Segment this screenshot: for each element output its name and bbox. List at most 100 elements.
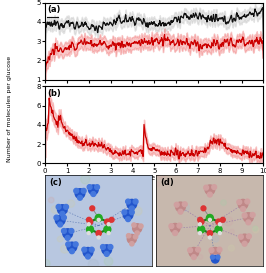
Circle shape xyxy=(104,251,109,256)
Circle shape xyxy=(51,206,59,213)
Circle shape xyxy=(75,189,85,198)
Circle shape xyxy=(127,199,137,209)
Circle shape xyxy=(133,224,142,233)
Circle shape xyxy=(155,182,160,186)
Circle shape xyxy=(208,236,211,239)
Circle shape xyxy=(60,211,65,216)
Circle shape xyxy=(67,200,75,207)
Circle shape xyxy=(89,185,98,195)
Circle shape xyxy=(177,223,182,228)
Circle shape xyxy=(126,217,131,222)
Circle shape xyxy=(207,192,212,197)
Circle shape xyxy=(95,185,99,189)
Circle shape xyxy=(78,195,82,200)
Circle shape xyxy=(135,231,139,235)
Circle shape xyxy=(188,248,193,253)
Circle shape xyxy=(205,185,215,195)
Circle shape xyxy=(130,210,134,215)
Circle shape xyxy=(198,217,202,222)
Circle shape xyxy=(212,185,217,189)
Circle shape xyxy=(206,215,213,221)
X-axis label: Time (ns): Time (ns) xyxy=(138,175,171,182)
Circle shape xyxy=(176,202,185,212)
Circle shape xyxy=(105,219,110,224)
Circle shape xyxy=(224,217,233,226)
Circle shape xyxy=(48,197,54,203)
Circle shape xyxy=(104,257,113,266)
Circle shape xyxy=(216,219,221,224)
Circle shape xyxy=(139,224,143,228)
Circle shape xyxy=(95,215,102,221)
Circle shape xyxy=(122,210,127,215)
Circle shape xyxy=(109,217,114,222)
Circle shape xyxy=(104,226,111,233)
Circle shape xyxy=(90,206,95,211)
Text: Number of molecules per glucose: Number of molecules per glucose xyxy=(7,56,12,162)
Circle shape xyxy=(158,172,165,179)
Circle shape xyxy=(218,232,221,235)
Circle shape xyxy=(134,207,142,215)
Circle shape xyxy=(130,242,134,246)
Circle shape xyxy=(97,236,100,239)
Circle shape xyxy=(245,199,250,204)
Circle shape xyxy=(237,200,242,204)
Circle shape xyxy=(54,215,59,220)
Circle shape xyxy=(108,245,113,249)
Circle shape xyxy=(81,175,90,184)
Circle shape xyxy=(242,213,247,218)
Circle shape xyxy=(130,206,134,211)
Circle shape xyxy=(213,255,218,260)
Circle shape xyxy=(69,249,74,254)
Circle shape xyxy=(201,206,206,211)
Circle shape xyxy=(73,242,78,247)
Circle shape xyxy=(246,220,251,225)
Text: (b): (b) xyxy=(47,89,61,98)
Circle shape xyxy=(218,223,221,226)
Circle shape xyxy=(57,205,67,214)
Circle shape xyxy=(209,248,214,253)
Circle shape xyxy=(61,245,69,253)
Circle shape xyxy=(239,235,243,239)
Circle shape xyxy=(83,248,93,257)
Circle shape xyxy=(228,245,234,251)
Circle shape xyxy=(247,234,251,239)
Circle shape xyxy=(244,213,253,222)
Circle shape xyxy=(107,232,110,235)
Circle shape xyxy=(133,199,138,204)
Circle shape xyxy=(178,209,183,214)
Circle shape xyxy=(82,247,87,252)
Circle shape xyxy=(86,217,91,222)
Circle shape xyxy=(81,188,86,193)
Circle shape xyxy=(252,227,259,233)
Circle shape xyxy=(96,231,101,236)
Circle shape xyxy=(97,218,100,221)
Circle shape xyxy=(198,232,201,235)
Circle shape xyxy=(173,231,177,236)
Circle shape xyxy=(89,247,94,252)
Circle shape xyxy=(204,185,209,190)
Circle shape xyxy=(65,236,70,240)
Circle shape xyxy=(58,222,63,227)
Circle shape xyxy=(57,236,63,242)
Circle shape xyxy=(174,202,179,207)
Circle shape xyxy=(207,231,213,236)
Circle shape xyxy=(169,224,174,229)
Circle shape xyxy=(215,226,222,233)
Text: (c): (c) xyxy=(49,177,62,186)
Circle shape xyxy=(210,248,220,257)
Circle shape xyxy=(213,236,219,242)
Circle shape xyxy=(241,207,246,211)
Circle shape xyxy=(189,248,199,257)
Circle shape xyxy=(123,210,133,220)
Circle shape xyxy=(64,204,68,209)
Circle shape xyxy=(87,219,93,224)
Circle shape xyxy=(126,199,131,204)
Text: (a): (a) xyxy=(47,5,61,14)
Circle shape xyxy=(170,223,180,233)
Circle shape xyxy=(127,235,136,244)
Circle shape xyxy=(217,247,222,252)
Circle shape xyxy=(196,247,201,252)
Circle shape xyxy=(242,241,247,246)
Circle shape xyxy=(198,226,205,233)
Circle shape xyxy=(88,259,99,270)
